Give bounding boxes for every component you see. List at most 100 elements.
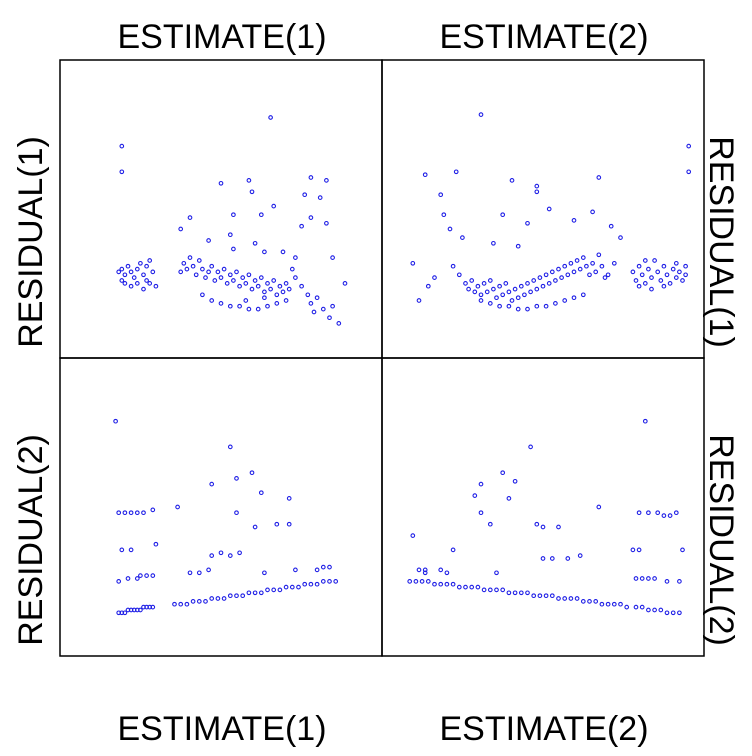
scatter-point — [568, 596, 574, 601]
scatter-point — [655, 510, 661, 516]
scatter-point — [324, 178, 329, 183]
scatter-point — [438, 192, 444, 198]
scatter-point — [518, 590, 524, 596]
scatter-point — [178, 269, 184, 275]
scatter-point — [667, 513, 673, 518]
row-2-left-label: RESIDUAL(2) — [12, 434, 50, 646]
scatter-point — [599, 263, 605, 269]
scatter-point — [252, 278, 258, 283]
scatter-point — [249, 189, 255, 195]
scatter-point — [580, 599, 586, 604]
scatter-point — [416, 298, 422, 303]
panel-r2-c2 — [381, 357, 705, 657]
scatter-point — [271, 203, 277, 209]
scatter-point — [506, 289, 512, 295]
scatter-point — [206, 238, 211, 243]
scatter-point — [534, 303, 540, 309]
scatter-point — [546, 206, 552, 212]
scatter-point — [327, 315, 332, 321]
scatter-point — [410, 533, 416, 538]
scatter-point — [200, 266, 205, 272]
scatter-point — [534, 183, 540, 189]
scatter-point — [308, 301, 314, 306]
scatter-point — [593, 269, 599, 275]
scatter-point — [512, 286, 518, 292]
scatter-point — [587, 599, 592, 604]
scatter-point — [184, 601, 190, 607]
scatter-point — [611, 601, 617, 607]
scatter-point — [441, 212, 447, 218]
scatter-point — [178, 601, 184, 607]
column-2-bottom-label: ESTIMATE(2) — [439, 710, 648, 748]
scatter-point — [271, 587, 277, 593]
scatter-point — [562, 596, 568, 601]
scatter-point — [227, 272, 233, 278]
scatter-point — [286, 496, 292, 501]
scatter-point — [478, 298, 484, 303]
scatter-point — [221, 266, 227, 272]
scatter-point — [274, 292, 280, 298]
scatter-point — [494, 295, 499, 301]
scatter-point — [196, 570, 202, 576]
scatter-point — [227, 593, 233, 599]
scatter-point — [543, 303, 549, 309]
scatter-point — [237, 283, 242, 289]
scatter-point — [487, 278, 493, 283]
scatter-point — [534, 189, 540, 195]
scatter-point — [587, 272, 592, 278]
scatter-point — [249, 286, 255, 292]
scatter-point — [646, 266, 651, 272]
scatter-point — [308, 215, 314, 220]
scatter-point — [215, 596, 221, 601]
scatter-point — [150, 604, 156, 610]
scatter-point — [497, 303, 502, 309]
scatter-point — [113, 418, 118, 424]
scatter-point — [673, 510, 679, 516]
scatter-point — [407, 579, 413, 584]
column-1-bottom-label: ESTIMATE(1) — [117, 710, 326, 748]
scatter-point — [633, 604, 639, 610]
scatter-point — [422, 567, 428, 573]
scatter-point — [661, 513, 667, 518]
scatter-point — [549, 593, 555, 599]
scatter-point — [336, 321, 342, 326]
scatter-point — [658, 278, 664, 283]
scatter-point — [506, 496, 512, 501]
scatter-point — [134, 576, 140, 581]
scatter-point — [528, 444, 533, 450]
scatter-point — [630, 269, 636, 275]
scatter-point — [419, 579, 425, 584]
scatter-point — [534, 286, 540, 292]
scatter-point — [670, 610, 676, 616]
scatter-point — [673, 275, 679, 280]
scatter-point — [243, 298, 249, 303]
scatter-point — [327, 564, 332, 570]
panel-frame — [381, 357, 705, 657]
scatter-point — [200, 292, 205, 298]
scatter-point — [630, 547, 636, 553]
scatter-point — [271, 278, 277, 283]
scatter-point — [571, 295, 577, 301]
scatter-point — [308, 581, 314, 587]
scatter-point — [187, 570, 193, 576]
scatter-point — [494, 587, 499, 593]
scatter-point — [128, 269, 134, 275]
scatter-point — [652, 576, 657, 581]
scatter-point — [116, 269, 122, 275]
scatter-point — [624, 604, 630, 610]
scatter-point — [568, 260, 574, 266]
scatter-point — [119, 266, 125, 272]
scatter-point — [258, 490, 264, 496]
scatter-point — [299, 223, 304, 229]
scatter-point — [543, 593, 549, 599]
scatter-point — [537, 275, 543, 280]
scatter-point — [258, 212, 264, 218]
scatter-point — [491, 286, 496, 292]
scatter-point — [506, 303, 512, 309]
scatter-point — [289, 584, 295, 590]
scatter-point — [138, 607, 143, 613]
scatter-point — [280, 289, 286, 295]
scatter-point — [231, 278, 236, 283]
scatter-point — [528, 289, 533, 295]
scatter-point — [472, 289, 478, 295]
